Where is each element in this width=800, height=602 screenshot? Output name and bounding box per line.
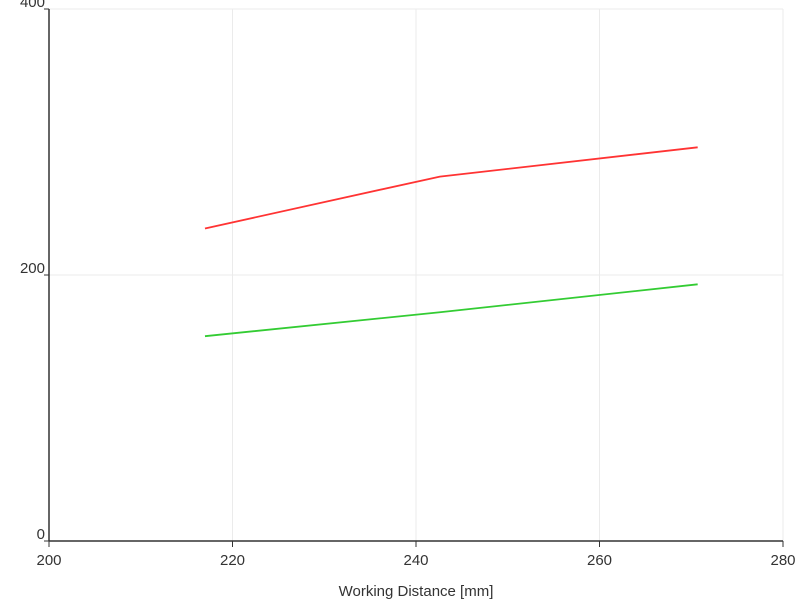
y-tick-label: 200: [20, 260, 45, 277]
x-tick-label: 260: [587, 552, 612, 569]
x-tick-label: 240: [403, 552, 428, 569]
x-axis-label: Working Distance [mm]: [339, 583, 494, 600]
x-tick-label: 200: [36, 552, 61, 569]
x-tick-label: 280: [770, 552, 795, 569]
y-tick-label: 400: [20, 0, 45, 11]
x-tick-label: 220: [220, 552, 245, 569]
data-line: [204, 283, 698, 338]
data-line: [204, 146, 698, 230]
y-tick-label: 0: [37, 526, 45, 543]
